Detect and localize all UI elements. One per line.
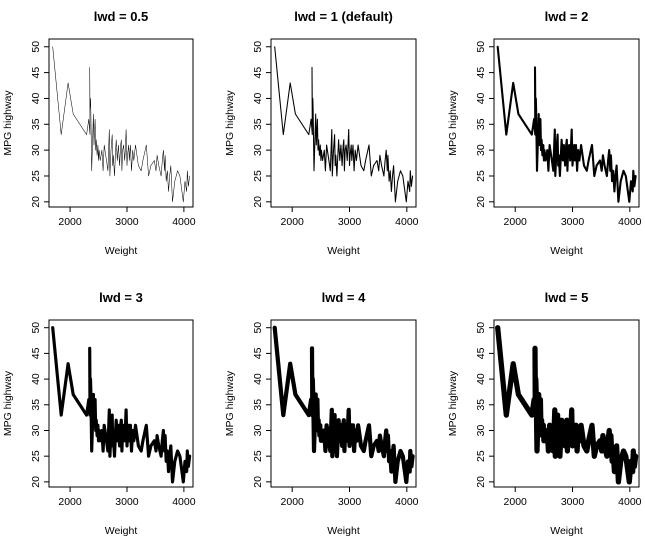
y-axis-label: MPG highway bbox=[2, 370, 14, 436]
panel-5: lwd = 4 2000 3000 4000 20 25 30 35 40 45 50 Weight M… bbox=[224, 290, 419, 537]
series-line bbox=[274, 46, 414, 203]
x-tick-label: 3000 bbox=[561, 216, 585, 228]
panel-title: lwd = 4 bbox=[322, 290, 366, 305]
y-tick-label: 50 bbox=[30, 322, 42, 334]
y-tick-label: 40 bbox=[252, 373, 264, 385]
y-tick-label: 25 bbox=[30, 450, 42, 462]
x-tick-label: 4000 bbox=[395, 216, 419, 228]
y-tick-label: 30 bbox=[252, 144, 264, 156]
x-axis-label: Weight bbox=[550, 245, 583, 257]
panel-6: lwd = 5 2000 3000 4000 20 25 30 35 40 45 50 Weight M… bbox=[447, 290, 642, 537]
y-tick-label: 20 bbox=[30, 476, 42, 488]
plot-frame bbox=[493, 319, 640, 488]
panel-title: lwd = 3 bbox=[99, 290, 143, 305]
y-tick-label: 25 bbox=[475, 450, 487, 462]
x-tick-label: 4000 bbox=[395, 496, 419, 508]
y-tick-label: 25 bbox=[30, 170, 42, 182]
x-tick-label: 4000 bbox=[172, 496, 196, 508]
plot-frame bbox=[48, 319, 194, 488]
y-tick-label: 35 bbox=[252, 399, 264, 411]
x-tick-label: 2000 bbox=[281, 216, 305, 228]
panel-title: lwd = 5 bbox=[545, 290, 589, 305]
y-tick-label: 20 bbox=[30, 196, 42, 208]
y-tick-label: 50 bbox=[252, 41, 264, 53]
y-tick-label: 25 bbox=[475, 170, 487, 182]
y-tick-label: 20 bbox=[252, 476, 264, 488]
series-line bbox=[495, 325, 639, 485]
y-tick-label: 45 bbox=[252, 347, 264, 359]
series-line bbox=[272, 325, 415, 484]
x-tick-label: 2000 bbox=[58, 216, 82, 228]
x-tick-label: 3000 bbox=[115, 496, 139, 508]
y-tick-label: 45 bbox=[30, 347, 42, 359]
y-tick-label: 40 bbox=[475, 92, 487, 104]
panel-title: lwd = 0.5 bbox=[94, 9, 149, 24]
y-tick-label: 30 bbox=[475, 144, 487, 156]
y-tick-label: 35 bbox=[30, 399, 42, 411]
y-tick-label: 40 bbox=[252, 92, 264, 104]
y-tick-label: 50 bbox=[252, 322, 264, 334]
y-tick-label: 50 bbox=[475, 322, 487, 334]
series-line bbox=[52, 46, 190, 203]
y-axis-label: MPG highway bbox=[447, 370, 459, 436]
series-line bbox=[496, 45, 637, 203]
y-tick-label: 35 bbox=[30, 118, 42, 130]
x-tick-label: 3000 bbox=[561, 496, 585, 508]
x-tick-label: 2000 bbox=[504, 216, 528, 228]
panel-title: lwd = 1 (default) bbox=[294, 9, 393, 24]
x-tick-label: 3000 bbox=[115, 216, 139, 228]
x-tick-label: 3000 bbox=[338, 496, 362, 508]
y-tick-label: 25 bbox=[252, 450, 264, 462]
x-tick-label: 2000 bbox=[504, 496, 528, 508]
y-axis-label: MPG highway bbox=[447, 90, 459, 156]
y-tick-label: 35 bbox=[475, 118, 487, 130]
y-tick-label: 20 bbox=[475, 476, 487, 488]
x-tick-label: 3000 bbox=[338, 216, 362, 228]
plot-frame bbox=[270, 38, 417, 208]
x-axis-label: Weight bbox=[327, 525, 360, 537]
y-tick-label: 50 bbox=[30, 41, 42, 53]
panel-title: lwd = 2 bbox=[545, 9, 589, 24]
panel-3: lwd = 2 2000 3000 4000 20 25 30 35 40 45 50 Weight M… bbox=[447, 9, 642, 257]
x-axis-label: Weight bbox=[550, 525, 583, 537]
panel-1: lwd = 0.5 2000 3000 4000 20 25 30 35 40 45 50 Weigh… bbox=[2, 9, 196, 257]
y-axis-label: MPG highway bbox=[2, 90, 14, 156]
plot-frame bbox=[493, 38, 640, 208]
y-tick-label: 45 bbox=[475, 347, 487, 359]
y-tick-label: 30 bbox=[475, 424, 487, 436]
y-tick-label: 30 bbox=[30, 424, 42, 436]
y-tick-label: 20 bbox=[475, 196, 487, 208]
y-tick-label: 45 bbox=[30, 67, 42, 79]
y-tick-label: 40 bbox=[475, 373, 487, 385]
y-tick-label: 50 bbox=[475, 41, 487, 53]
y-axis-label: MPG highway bbox=[224, 90, 236, 156]
x-tick-label: 4000 bbox=[618, 216, 642, 228]
y-tick-label: 40 bbox=[30, 373, 42, 385]
x-axis-label: Weight bbox=[105, 525, 138, 537]
plot-frame bbox=[48, 38, 194, 208]
panel-2: lwd = 1 (default) 2000 3000 4000 20 25 30 35 40 4… bbox=[224, 9, 419, 257]
x-tick-label: 4000 bbox=[618, 496, 642, 508]
x-axis-label: Weight bbox=[105, 245, 138, 257]
series-line bbox=[51, 326, 192, 484]
panel-4: lwd = 3 2000 3000 4000 20 25 30 35 40 45 50 Weight M… bbox=[2, 290, 196, 537]
y-tick-label: 25 bbox=[252, 170, 264, 182]
x-axis-label: Weight bbox=[327, 245, 360, 257]
x-tick-label: 4000 bbox=[172, 216, 196, 228]
plot-frame bbox=[270, 319, 417, 488]
y-tick-label: 40 bbox=[30, 92, 42, 104]
y-tick-label: 45 bbox=[475, 67, 487, 79]
y-tick-label: 30 bbox=[252, 424, 264, 436]
y-tick-label: 45 bbox=[252, 67, 264, 79]
y-axis-label: MPG highway bbox=[224, 370, 236, 436]
y-tick-label: 35 bbox=[475, 399, 487, 411]
x-tick-label: 2000 bbox=[58, 496, 82, 508]
y-tick-label: 30 bbox=[30, 144, 42, 156]
x-tick-label: 2000 bbox=[281, 496, 305, 508]
y-tick-label: 35 bbox=[252, 118, 264, 130]
y-tick-label: 20 bbox=[252, 196, 264, 208]
